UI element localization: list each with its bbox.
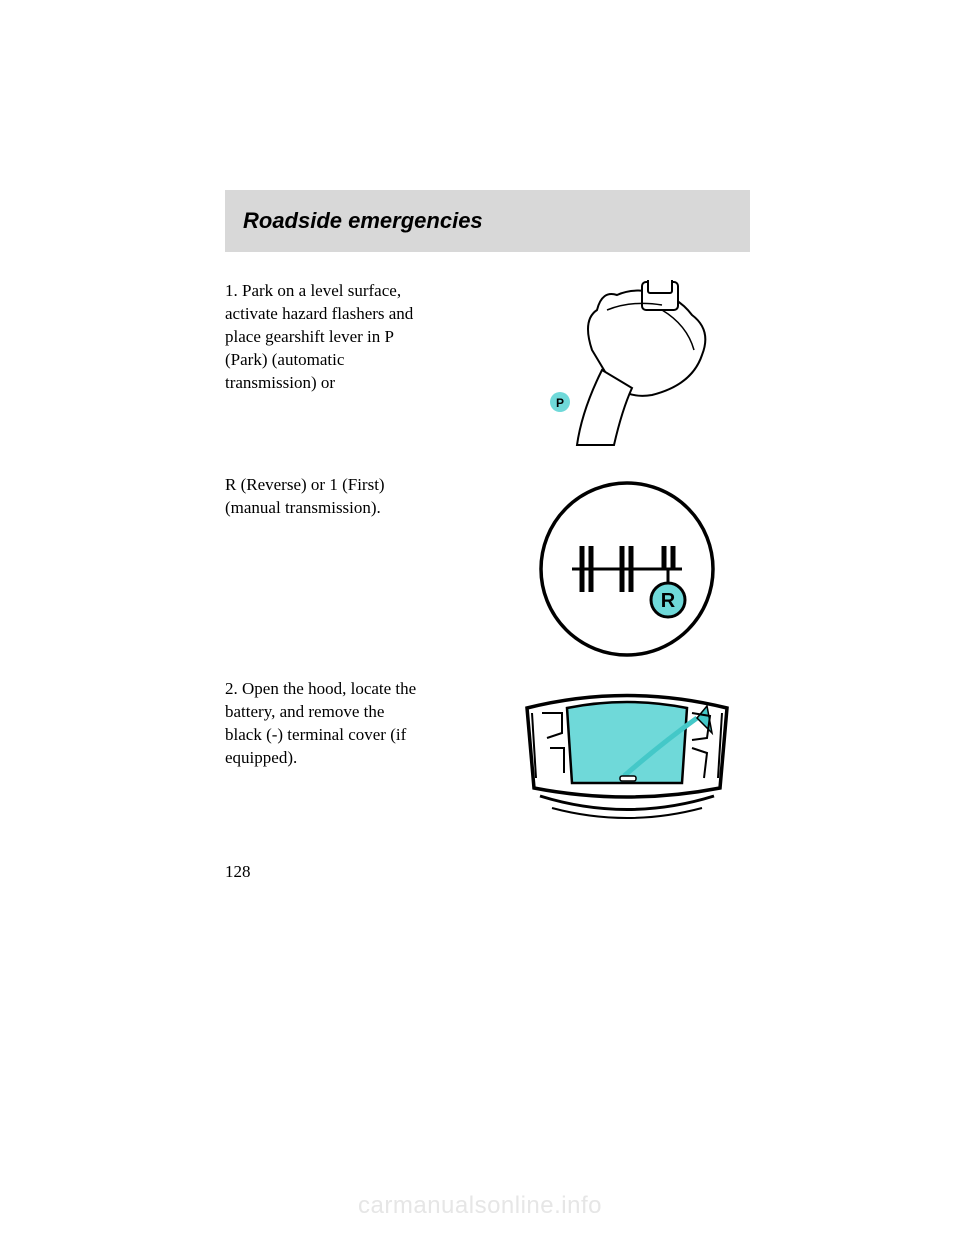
hood-icon bbox=[512, 678, 742, 848]
step-2: 2. Open the hood, locate the battery, an… bbox=[225, 678, 750, 848]
section-title: Roadside emergencies bbox=[243, 208, 732, 234]
step-2-line-d: equipped). bbox=[225, 748, 297, 767]
step-2-number: 2. bbox=[225, 679, 238, 698]
step-1b-text: R (Reverse) or 1 (First) (manual transmi… bbox=[225, 474, 485, 520]
step-2-text: 2. Open the hood, locate the battery, an… bbox=[225, 678, 485, 770]
step-1-line-b: activate hazard flashers and bbox=[225, 304, 413, 323]
step-1-line-e: transmission) or bbox=[225, 373, 335, 392]
step-1: 1. Park on a level surface, activate haz… bbox=[225, 280, 750, 460]
step-1b: R (Reverse) or 1 (First) (manual transmi… bbox=[225, 474, 750, 664]
step-1-line-c: place gearshift lever in P bbox=[225, 327, 394, 346]
step-2-line-a: Open the hood, locate the bbox=[242, 679, 416, 698]
step-1b-figure: R bbox=[503, 474, 750, 664]
svg-text:R: R bbox=[660, 590, 675, 612]
step-1b-line-a: R (Reverse) or 1 (First) bbox=[225, 475, 385, 494]
step-1-line-d: (Park) (automatic bbox=[225, 350, 344, 369]
step-1-figure: P bbox=[503, 280, 750, 460]
page-number: 128 bbox=[225, 862, 750, 882]
step-2-line-b: battery, and remove the bbox=[225, 702, 384, 721]
step-1b-line-b: (manual transmission). bbox=[225, 498, 381, 517]
watermark: carmanualsonline.info bbox=[358, 1192, 602, 1220]
shifter-icon: P bbox=[522, 280, 732, 460]
step-1-text: 1. Park on a level surface, activate haz… bbox=[225, 280, 485, 395]
step-2-line-c: black (-) terminal cover (if bbox=[225, 725, 406, 744]
section-header: Roadside emergencies bbox=[225, 190, 750, 252]
step-2-figure bbox=[503, 678, 750, 848]
step-1-number: 1. bbox=[225, 281, 238, 300]
svg-text:P: P bbox=[555, 396, 563, 410]
step-1-line-a: Park on a level surface, bbox=[242, 281, 401, 300]
gear-pattern-icon: R bbox=[522, 474, 732, 664]
